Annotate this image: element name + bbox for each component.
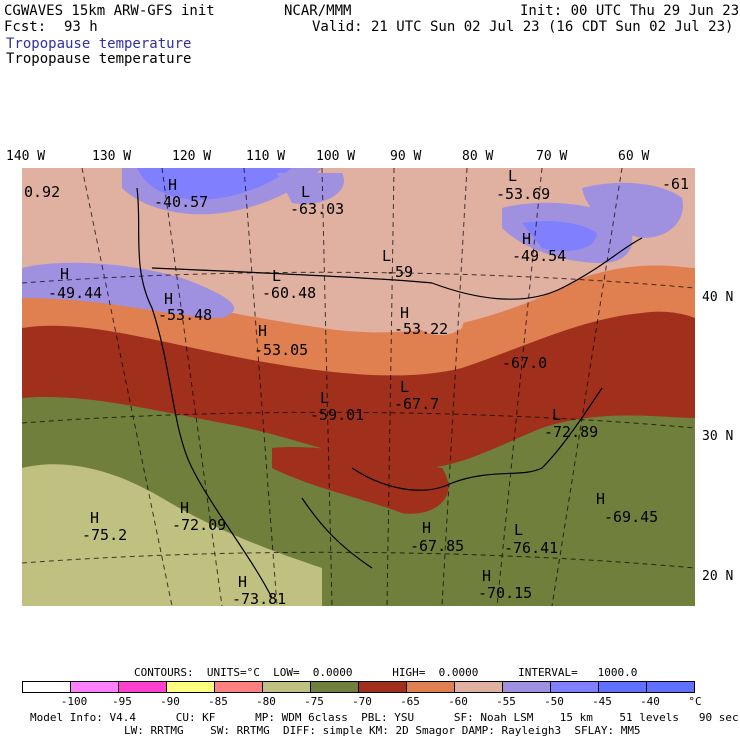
field-title-contour: Tropopause temperature	[6, 51, 192, 67]
high-marker: H	[482, 567, 492, 585]
color-swatch	[455, 682, 503, 692]
high-marker: H	[164, 290, 174, 308]
color-swatch	[263, 682, 311, 692]
lon-label: 130 W	[92, 149, 132, 164]
high-marker: H	[238, 573, 248, 591]
model-info-line2: LW: RRTMG SW: RRTMG DIFF: simple KM: 2D …	[124, 724, 641, 737]
lon-label: 100 W	[316, 149, 356, 164]
high-marker: H	[422, 519, 432, 537]
colorbar-tick: -65	[400, 695, 420, 708]
lon-label: 90 W	[390, 149, 422, 164]
init-time: Init: 00 UTC Thu 29 Jun 23	[520, 3, 740, 19]
map-value-label: -67.0	[502, 354, 548, 372]
map-panel: 0.92 H -40.57 L -63.03 L -53.69 -61 H -4…	[22, 167, 695, 608]
colorbar-tick: -45	[592, 695, 612, 708]
map-value-label: -53.69	[496, 185, 551, 203]
color-swatch	[503, 682, 551, 692]
low-marker: L	[382, 247, 392, 265]
lon-label: 70 W	[536, 149, 568, 164]
organization: NCAR/MMM	[284, 3, 352, 19]
lat-label: 30 N	[702, 429, 734, 444]
low-marker: L	[508, 167, 518, 185]
map-value-label: -75.2	[82, 526, 128, 544]
color-swatch	[407, 682, 455, 692]
colorbar-tick: -90	[160, 695, 180, 708]
colorbar-tick: -80	[256, 695, 276, 708]
high-marker: H	[60, 265, 70, 283]
field-title-colored: Tropopause temperature	[6, 36, 192, 52]
color-swatch	[23, 682, 71, 692]
contour-info: CONTOURS: UNITS=°C LOW= 0.0000 HIGH= 0.0…	[134, 666, 638, 679]
high-marker: H	[168, 176, 178, 194]
lon-label: 140 W	[6, 149, 46, 164]
map-value-label: -67.7	[394, 395, 440, 413]
map-value-label: -53.48	[158, 306, 213, 324]
model-info-line1: Model Info: V4.4 CU: KF MP: WDM 6class P…	[30, 711, 739, 724]
map-value-label: -70.15	[478, 584, 533, 602]
map-value-label: -73.81	[232, 590, 287, 608]
lat-label: 20 N	[702, 569, 734, 584]
map-value-label: -40.57	[154, 193, 209, 211]
map-value-label: -49.54	[512, 247, 567, 265]
colorbar-tick: -55	[496, 695, 516, 708]
color-swatch	[71, 682, 119, 692]
low-marker: L	[301, 183, 311, 201]
colorbar-tick: -70	[352, 695, 372, 708]
map-value-label: 0.92	[24, 183, 61, 201]
colorbar-unit: °C	[688, 695, 702, 708]
colorbar-tick: -95	[112, 695, 132, 708]
color-swatch	[167, 682, 215, 692]
high-marker: H	[90, 509, 100, 527]
color-swatch	[311, 682, 359, 692]
lat-label: 40 N	[702, 290, 734, 305]
map-value-label: -60.48	[262, 284, 317, 302]
map-value-label: -61	[662, 175, 690, 193]
map-value-label: -59	[386, 263, 414, 281]
color-bar	[22, 681, 695, 693]
color-swatch	[359, 682, 407, 692]
color-swatch	[551, 682, 599, 692]
map-value-label: -53.22	[394, 320, 449, 338]
lon-label: 60 W	[618, 149, 650, 164]
low-marker: L	[514, 521, 524, 539]
colorbar-tick: -75	[304, 695, 324, 708]
colorbar-tick: -85	[208, 695, 228, 708]
colorbar-tick: -50	[544, 695, 564, 708]
map-value-label: -72.89	[544, 423, 599, 441]
high-marker: H	[258, 322, 268, 340]
colorbar-tick: -60	[448, 695, 468, 708]
forecast-hour: 93 h	[64, 19, 98, 35]
map-value-label: -67.85	[410, 537, 465, 555]
low-marker: L	[272, 267, 282, 285]
map-value-label: -76.41	[504, 539, 559, 557]
color-swatch	[215, 682, 263, 692]
high-marker: H	[180, 499, 190, 517]
forecast-label: Fcst:	[4, 19, 47, 35]
color-swatch	[647, 682, 694, 692]
map-value-label: -59.01	[310, 406, 365, 424]
lon-label: 80 W	[462, 149, 494, 164]
map-value-label: -69.45	[604, 508, 659, 526]
map-value-label: -49.44	[48, 284, 103, 302]
colorbar-tick: -100	[60, 695, 88, 708]
low-marker: L	[400, 378, 410, 396]
map-value-label: -72.09	[172, 516, 227, 534]
lon-label: 110 W	[246, 149, 286, 164]
valid-time: Valid: 21 UTC Sun 02 Jul 23 (16 CDT Sun …	[312, 19, 734, 35]
high-marker: H	[400, 304, 410, 322]
high-marker: H	[596, 490, 606, 508]
temperature-field	[22, 168, 695, 606]
low-marker: L	[320, 389, 330, 407]
color-swatch	[119, 682, 167, 692]
map-value-label: -63.03	[290, 200, 345, 218]
lon-label: 120 W	[172, 149, 212, 164]
colorbar-tick: -40	[640, 695, 660, 708]
low-marker: L	[552, 406, 562, 424]
high-marker: H	[522, 230, 532, 248]
model-title: CGWAVES 15km ARW-GFS init	[4, 3, 215, 19]
map-value-label: -53.05	[254, 341, 309, 359]
color-swatch	[599, 682, 647, 692]
